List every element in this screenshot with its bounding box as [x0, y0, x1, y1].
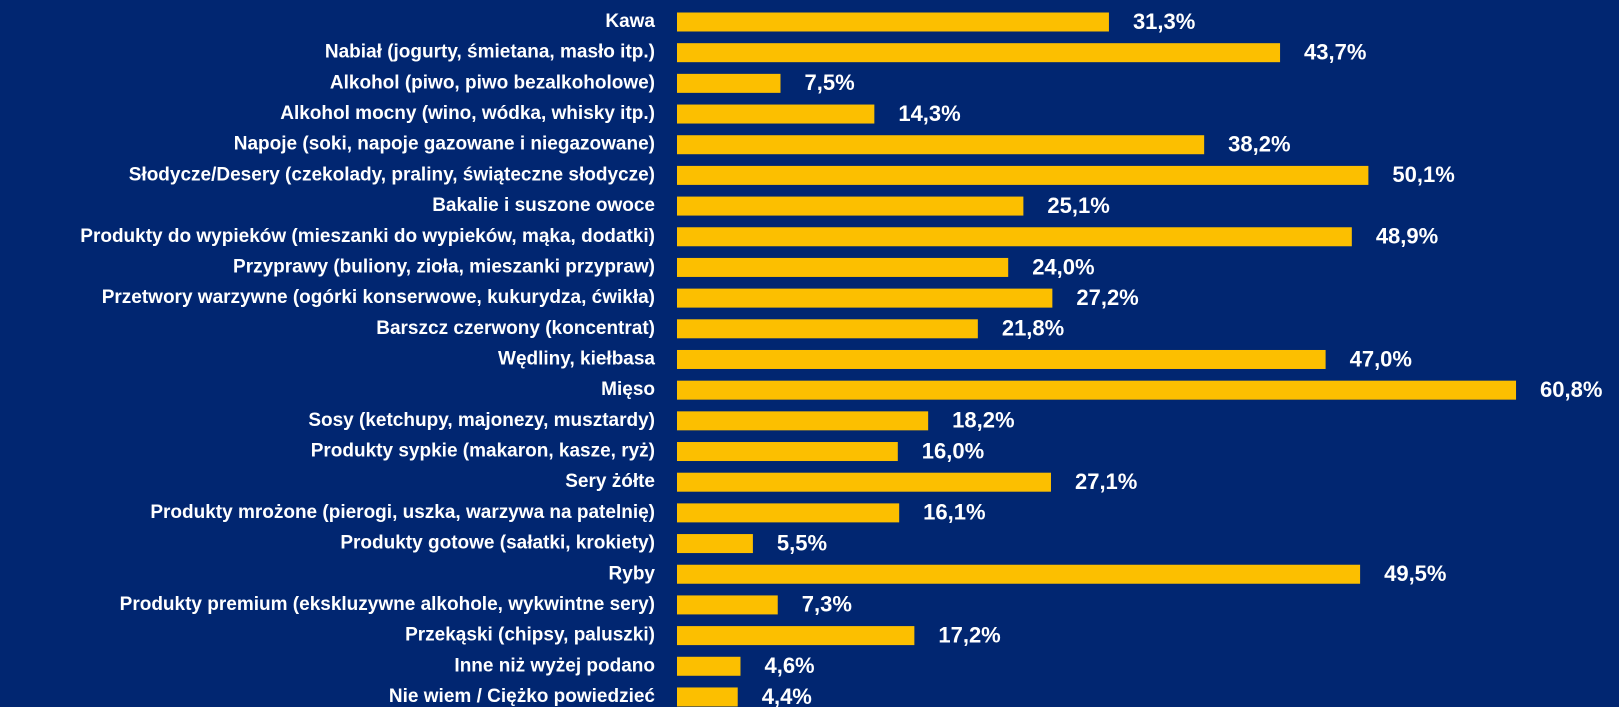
category-label: Sery żółte	[565, 471, 655, 492]
value-label: 4,6%	[764, 653, 814, 678]
bar	[677, 227, 1352, 247]
category-label: Przyprawy (buliony, zioła, mieszanki prz…	[233, 256, 655, 277]
value-label: 7,5%	[805, 70, 855, 95]
bar	[677, 472, 1051, 492]
value-label: 50,1%	[1392, 162, 1454, 187]
value-label: 31,3%	[1133, 9, 1195, 34]
category-label: Ryby	[609, 563, 656, 584]
category-label: Produkty premium (ekskluzywne alkohole, …	[120, 594, 655, 615]
category-label: Produkty do wypieków (mieszanki do wypie…	[80, 226, 655, 247]
value-label: 18,2%	[952, 408, 1014, 433]
bar	[677, 165, 1369, 185]
category-label: Alkohol (piwo, piwo bezalkoholowe)	[330, 72, 655, 93]
category-label: Nabiał (jogurty, śmietana, masło itp.)	[325, 42, 655, 63]
category-label: Sosy (ketchupy, majonezy, musztardy)	[308, 410, 655, 431]
value-label: 49,5%	[1384, 561, 1446, 586]
value-label: 21,8%	[1002, 316, 1064, 341]
bar	[677, 595, 778, 615]
category-label: Wędliny, kiełbasa	[498, 348, 655, 369]
bar	[677, 288, 1053, 308]
value-label: 7,3%	[802, 592, 852, 617]
category-label: Przetwory warzywne (ogórki konserwowe, k…	[102, 287, 655, 308]
value-label: 16,0%	[922, 438, 984, 463]
category-label: Nie wiem / Ciężko powiedzieć	[389, 686, 656, 707]
category-label: Produkty sypkie (makaron, kasze, ryż)	[311, 441, 655, 462]
category-label: Alkohol mocny (wino, wódka, whisky itp.)	[280, 103, 655, 124]
bar	[677, 380, 1517, 400]
value-label: 5,5%	[777, 530, 827, 555]
category-label: Mięso	[601, 379, 655, 400]
value-label: 16,1%	[923, 500, 985, 525]
bar	[677, 442, 898, 462]
bar	[677, 656, 741, 676]
value-label: 60,8%	[1540, 377, 1602, 402]
value-label: 43,7%	[1304, 39, 1366, 64]
value-label: 4,4%	[762, 684, 812, 707]
bar	[677, 12, 1109, 32]
bar	[677, 503, 900, 523]
value-label: 47,0%	[1350, 346, 1412, 371]
category-label: Barszcz czerwony (koncentrat)	[376, 318, 655, 339]
bar	[677, 73, 781, 93]
value-label: 27,2%	[1076, 285, 1138, 310]
bar	[677, 411, 929, 431]
category-label: Inne niż wyżej podano	[454, 655, 655, 676]
category-label: Napoje (soki, napoje gazowane i niegazow…	[234, 134, 655, 155]
bar	[677, 104, 875, 124]
bar	[677, 257, 1009, 277]
value-label: 14,3%	[898, 101, 960, 126]
value-label: 27,1%	[1075, 469, 1137, 494]
bar	[677, 43, 1281, 63]
category-label: Bakalie i suszone owoce	[432, 195, 655, 216]
value-label: 24,0%	[1032, 254, 1094, 279]
bar	[677, 319, 978, 339]
value-label: 38,2%	[1228, 132, 1290, 157]
value-label: 17,2%	[938, 622, 1000, 647]
bar	[677, 135, 1205, 155]
category-label: Kawa	[605, 11, 655, 32]
bar	[677, 687, 738, 707]
bar	[677, 349, 1326, 369]
category-label: Produkty mrożone (pierogi, uszka, warzyw…	[150, 502, 655, 523]
category-label: Przekąski (chipsy, paluszki)	[405, 625, 655, 646]
value-label: 48,9%	[1376, 224, 1438, 249]
category-label: Słodycze/Desery (czekolady, praliny, świ…	[129, 164, 655, 185]
bar	[677, 564, 1361, 584]
bar	[677, 196, 1024, 216]
bar	[677, 626, 915, 646]
bar	[677, 534, 753, 554]
value-label: 25,1%	[1047, 193, 1109, 218]
category-label: Produkty gotowe (sałatki, krokiety)	[340, 533, 655, 554]
